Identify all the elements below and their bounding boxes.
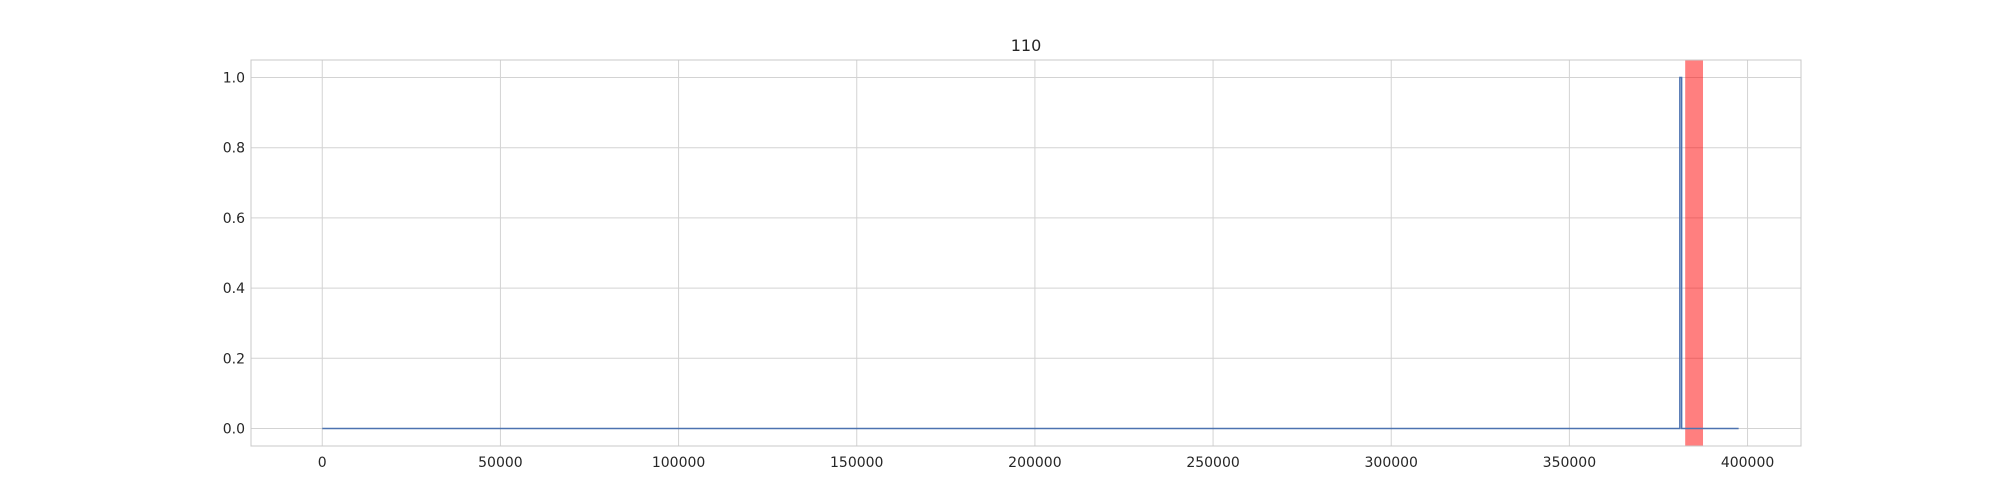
highlight-span-layer: [1685, 60, 1704, 446]
y-tick-label: 1.0: [223, 71, 245, 87]
grid: [251, 60, 1801, 446]
x-tick-label: 100000: [652, 455, 705, 471]
x-tick-label: 0: [318, 455, 327, 471]
y-tick-label: 0.4: [223, 281, 245, 297]
y-tick-label: 0.6: [223, 211, 245, 227]
x-tick-label: 300000: [1365, 455, 1418, 471]
y-tick-label: 0.2: [223, 351, 245, 367]
highlight-span: [1685, 60, 1704, 446]
x-tick-label: 150000: [830, 455, 883, 471]
series-layer: [322, 76, 1739, 430]
y-tick-label: 0.8: [223, 141, 245, 157]
x-tick-label: 350000: [1543, 455, 1596, 471]
x-tick-label: 50000: [478, 455, 523, 471]
x-tick-label: 250000: [1186, 455, 1239, 471]
series-line: [322, 76, 1739, 430]
y-axis-ticks: 0.0 0.2 0.4 0.6 0.8 1.0: [223, 71, 245, 438]
x-tick-label: 200000: [1008, 455, 1061, 471]
y-tick-label: 0.0: [223, 421, 245, 437]
x-tick-label: 400000: [1721, 455, 1774, 471]
chart-title: 110: [1011, 36, 1042, 55]
plot-frame: [250, 59, 1802, 447]
x-axis-ticks: 0 50000 100000 150000 200000 250000 300000 3500…: [318, 455, 1774, 471]
